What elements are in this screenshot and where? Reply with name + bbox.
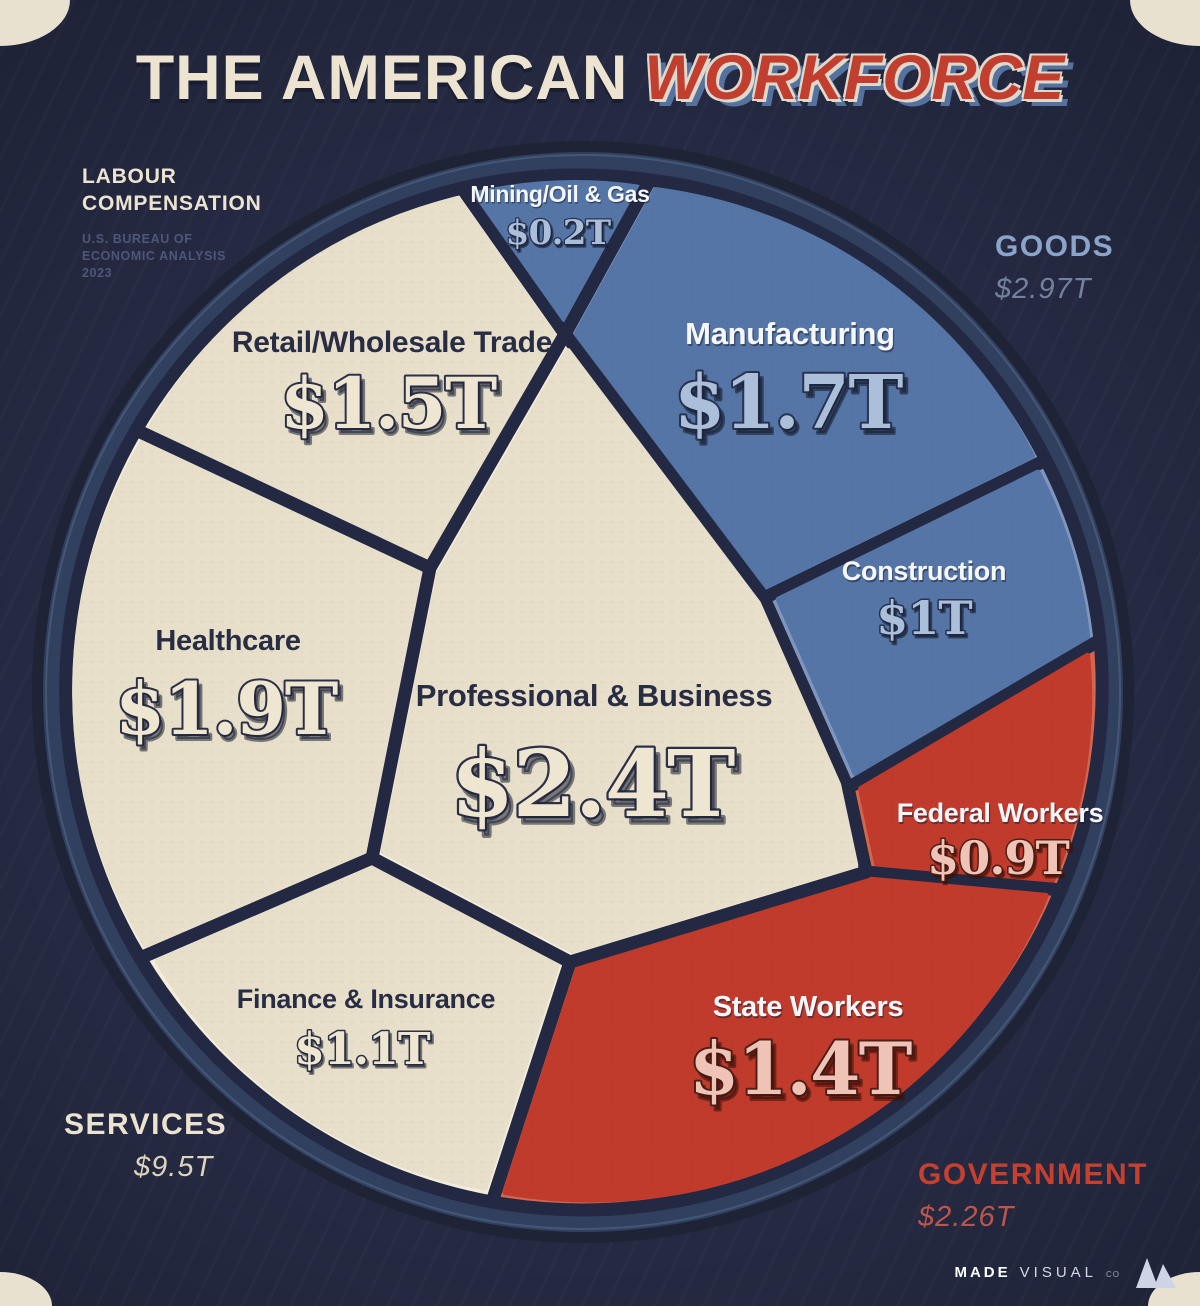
group-label-services: SERVICES $9.5T xyxy=(64,1108,227,1184)
group-label-goods: GOODS $2.97T xyxy=(995,230,1114,306)
cell-value-healthcare: $1.9T xyxy=(115,666,338,751)
cell-value-construction: $1T xyxy=(876,591,972,645)
eyebrow-line-1: LABOUR xyxy=(82,165,177,188)
source-line-2: ECONOMIC ANALYSIS xyxy=(82,249,227,263)
title-the-american: THE AMERICAN xyxy=(135,43,629,113)
cell-value-professional: $2.4T xyxy=(450,730,735,838)
services-name: SERVICES xyxy=(64,1108,228,1141)
title-workforce: WORKFORCE xyxy=(644,43,1065,113)
labour-compensation-block: LABOUR COMPENSATION U.S. BUREAU OF ECONO… xyxy=(82,163,262,282)
cell-label-construction: Construction xyxy=(842,556,1006,586)
government-name: GOVERNMENT xyxy=(918,1158,1149,1191)
cell-label-professional: Professional & Business xyxy=(416,678,773,713)
cell-value-mining: $0.2T xyxy=(506,213,611,253)
cell-value-state-workers: $1.4T xyxy=(689,1026,912,1111)
cell-label-state-workers: State Workers xyxy=(713,991,904,1023)
cell-value-retail: $1.5T xyxy=(280,362,497,445)
cell-label-federal-workers: Federal Workers xyxy=(897,798,1104,828)
cell-label-finance: Finance & Insurance xyxy=(237,984,496,1014)
group-label-government: GOVERNMENT $2.26T xyxy=(918,1158,1148,1234)
brand-footer: MADE VISUAL CO xyxy=(954,1256,1178,1288)
brand-made: MADE xyxy=(954,1263,1011,1281)
brand-visual: VISUAL xyxy=(1019,1263,1097,1281)
brand-co: CO xyxy=(1106,1269,1120,1279)
page-title: THE AMERICAN WORKFORCE xyxy=(0,42,1200,114)
brand-words: MADE VISUAL CO xyxy=(954,1264,1120,1281)
texture-overlay xyxy=(60,169,1106,1215)
goods-name: GOODS xyxy=(995,230,1115,263)
data-source: U.S. BUREAU OF ECONOMIC ANALYSIS 2023 xyxy=(82,231,262,282)
brand-logo-icon xyxy=(1136,1258,1176,1288)
cell-label-retail: Retail/Wholesale Trade xyxy=(232,326,552,359)
government-total: $2.26T xyxy=(918,1200,1015,1233)
chart-ring-highlight xyxy=(45,154,1121,1230)
source-line-1: U.S. BUREAU OF xyxy=(82,232,193,246)
cell-value-manufacturing: $1.7T xyxy=(674,360,903,446)
eyebrow-line-2: COMPENSATION xyxy=(82,192,262,215)
cell-value-finance: $1.1T xyxy=(294,1024,431,1075)
goods-total: $2.97T xyxy=(995,272,1092,305)
cell-label-healthcare: Healthcare xyxy=(155,625,300,657)
cell-label-manufacturing: Manufacturing xyxy=(685,316,895,351)
services-total: $9.5T xyxy=(134,1150,214,1183)
cell-value-federal-workers: $0.9T xyxy=(927,831,1069,885)
cell-label-mining: Mining/Oil & Gas xyxy=(470,181,649,207)
source-line-3: 2023 xyxy=(82,266,113,280)
